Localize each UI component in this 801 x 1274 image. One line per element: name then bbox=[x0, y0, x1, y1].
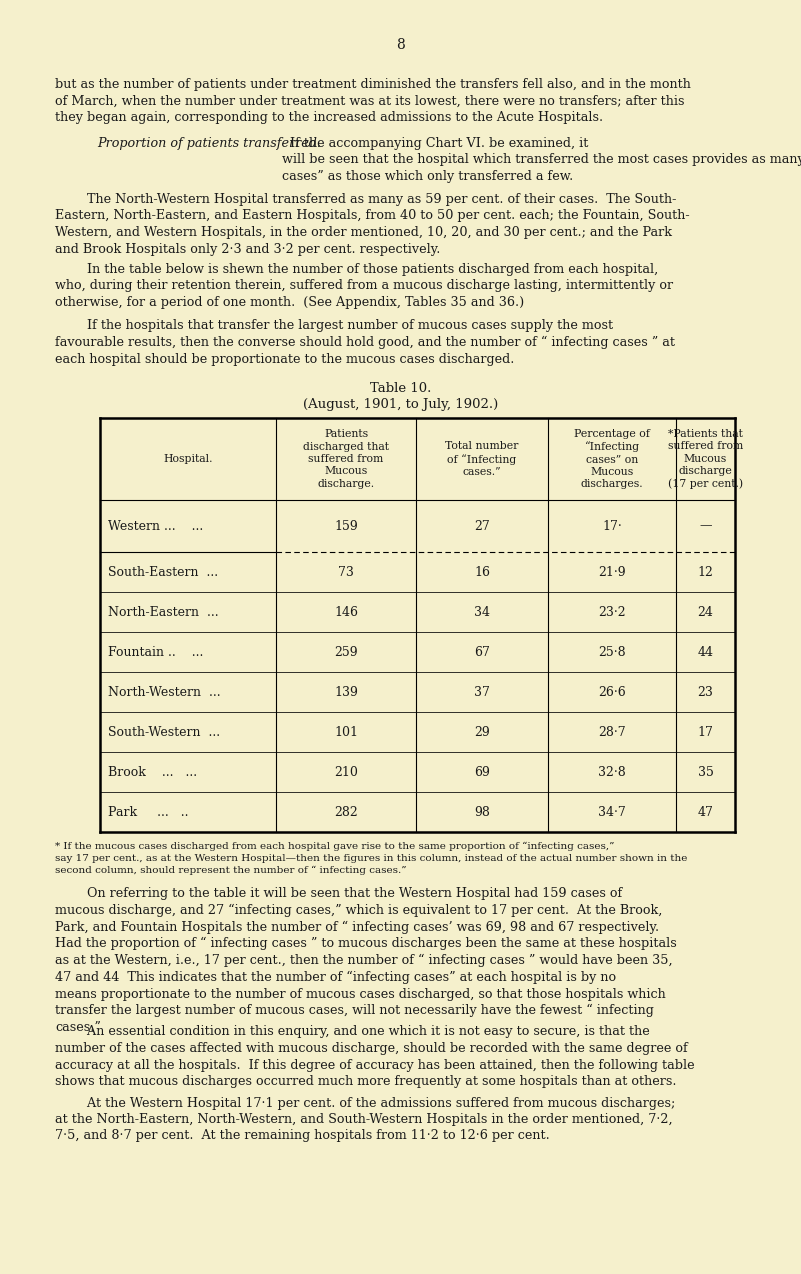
Text: 26·6: 26·6 bbox=[598, 685, 626, 698]
Text: 69: 69 bbox=[474, 766, 490, 778]
Text: 25·8: 25·8 bbox=[598, 646, 626, 659]
Text: Percentage of
“Infecting
cases” on
Mucous
discharges.: Percentage of “Infecting cases” on Mucou… bbox=[574, 428, 650, 489]
Text: 139: 139 bbox=[334, 685, 358, 698]
Text: At the Western Hospital 17·1 per cent. of the admissions suffered from mucous di: At the Western Hospital 17·1 per cent. o… bbox=[55, 1097, 675, 1143]
Text: Proportion of patients transferred.: Proportion of patients transferred. bbox=[97, 136, 321, 149]
Text: South-Western  ...: South-Western ... bbox=[108, 725, 220, 739]
Text: 24: 24 bbox=[698, 605, 714, 618]
Text: 17: 17 bbox=[698, 725, 714, 739]
Text: Fountain ..    ...: Fountain .. ... bbox=[108, 646, 203, 659]
Text: 8: 8 bbox=[396, 38, 405, 52]
Text: (August, 1901, to July, 1902.): (August, 1901, to July, 1902.) bbox=[303, 397, 498, 412]
Text: North-Western  ...: North-Western ... bbox=[108, 685, 220, 698]
Text: 32·8: 32·8 bbox=[598, 766, 626, 778]
Text: 29: 29 bbox=[474, 725, 490, 739]
Text: 35: 35 bbox=[698, 766, 714, 778]
Text: 37: 37 bbox=[474, 685, 490, 698]
Text: 146: 146 bbox=[334, 605, 358, 618]
Text: 47: 47 bbox=[698, 805, 714, 818]
Text: 67: 67 bbox=[474, 646, 490, 659]
Text: but as the number of patients under treatment diminished the transfers fell also: but as the number of patients under trea… bbox=[55, 78, 691, 124]
Text: * If the mucous cases discharged from each hospital gave rise to the same propor: * If the mucous cases discharged from ea… bbox=[55, 842, 687, 875]
Text: —: — bbox=[699, 520, 712, 533]
Text: In the table below is shewn the number of those patients discharged from each ho: In the table below is shewn the number o… bbox=[55, 262, 673, 310]
Text: On referring to the table it will be seen that the Western Hospital had 159 case: On referring to the table it will be see… bbox=[55, 887, 677, 1034]
Text: Total number
of “Infecting
cases.”: Total number of “Infecting cases.” bbox=[445, 441, 519, 476]
Text: 17·: 17· bbox=[602, 520, 622, 533]
Text: 34·7: 34·7 bbox=[598, 805, 626, 818]
Text: 27: 27 bbox=[474, 520, 490, 533]
Text: 282: 282 bbox=[334, 805, 358, 818]
Text: Hospital.: Hospital. bbox=[163, 454, 213, 464]
Text: 28·7: 28·7 bbox=[598, 725, 626, 739]
Text: 16: 16 bbox=[474, 566, 490, 578]
Text: Park     ...   ..: Park ... .. bbox=[108, 805, 188, 818]
Text: Brook    ...   ...: Brook ... ... bbox=[108, 766, 197, 778]
Text: North-Eastern  ...: North-Eastern ... bbox=[108, 605, 219, 618]
Text: If the accompanying Chart VI. be examined, it
will be seen that the hospital whi: If the accompanying Chart VI. be examine… bbox=[283, 136, 801, 182]
Text: 101: 101 bbox=[334, 725, 358, 739]
Text: Patients
discharged that
suffered from
Mucous
discharge.: Patients discharged that suffered from M… bbox=[303, 429, 389, 489]
Text: South-Eastern  ...: South-Eastern ... bbox=[108, 566, 218, 578]
Text: 259: 259 bbox=[334, 646, 358, 659]
Text: 210: 210 bbox=[334, 766, 358, 778]
Text: An essential condition in this enquiry, and one which it is not easy to secure, : An essential condition in this enquiry, … bbox=[55, 1026, 694, 1088]
Text: 73: 73 bbox=[338, 566, 354, 578]
Text: 44: 44 bbox=[698, 646, 714, 659]
Text: The North-Western Hospital transferred as many as 59 per cent. of their cases.  : The North-Western Hospital transferred a… bbox=[55, 192, 690, 256]
Text: 98: 98 bbox=[474, 805, 490, 818]
Text: 23: 23 bbox=[698, 685, 714, 698]
Text: 21·9: 21·9 bbox=[598, 566, 626, 578]
Text: If the hospitals that transfer the largest number of mucous cases supply the mos: If the hospitals that transfer the large… bbox=[55, 320, 675, 366]
Text: 12: 12 bbox=[698, 566, 714, 578]
Text: 159: 159 bbox=[334, 520, 358, 533]
Text: *Patients that
suffered from
Mucous
discharge
(17 per cent.): *Patients that suffered from Mucous disc… bbox=[668, 429, 743, 489]
Text: Table 10.: Table 10. bbox=[370, 382, 431, 395]
Text: Western ...    ...: Western ... ... bbox=[108, 520, 203, 533]
Text: 34: 34 bbox=[474, 605, 490, 618]
Text: 23·2: 23·2 bbox=[598, 605, 626, 618]
